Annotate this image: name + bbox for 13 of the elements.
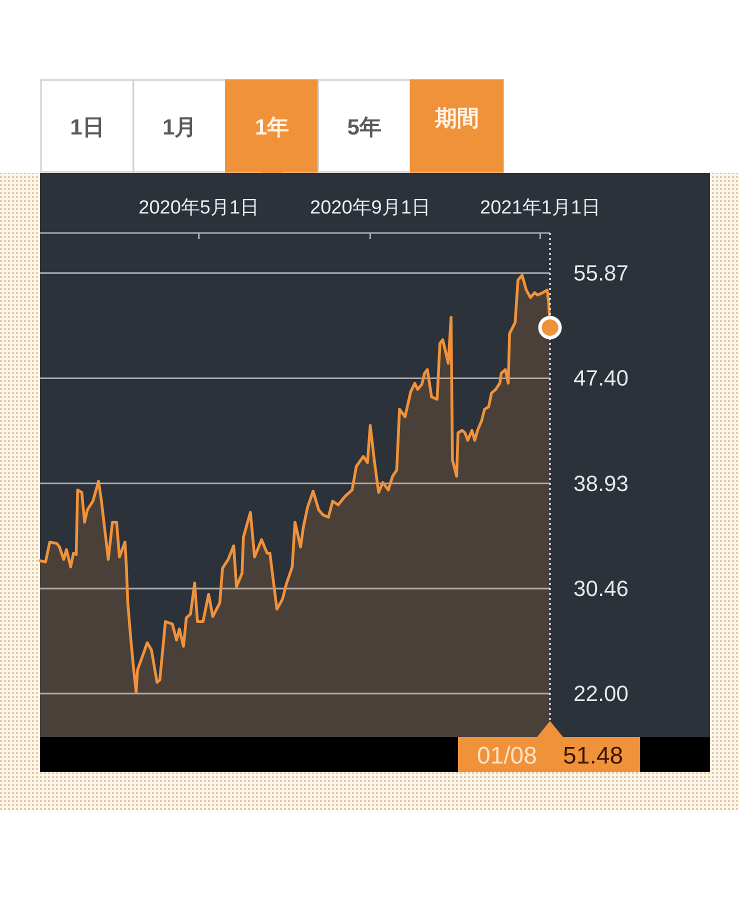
y-tick-label: 38.93	[573, 470, 629, 496]
tab-button: 1月	[132, 79, 227, 173]
y-tick-label: 55.87	[573, 260, 629, 286]
y-tick-label: 30.46	[573, 576, 629, 602]
x-tick-label: 2020年9月1日	[310, 198, 430, 218]
x-tick-label: 2021年1月1日	[480, 198, 600, 218]
x-tick-label: 2020年5月1日	[138, 198, 260, 218]
tab-button: 1日	[40, 79, 134, 173]
ref-line-label: 01/08 51.48	[476, 742, 624, 769]
tab-button: 5年	[317, 79, 412, 173]
y-tick-label: 47.40	[573, 366, 629, 391]
y-tick-label: 22.00	[573, 681, 629, 706]
tab-button: 期間	[410, 79, 504, 173]
